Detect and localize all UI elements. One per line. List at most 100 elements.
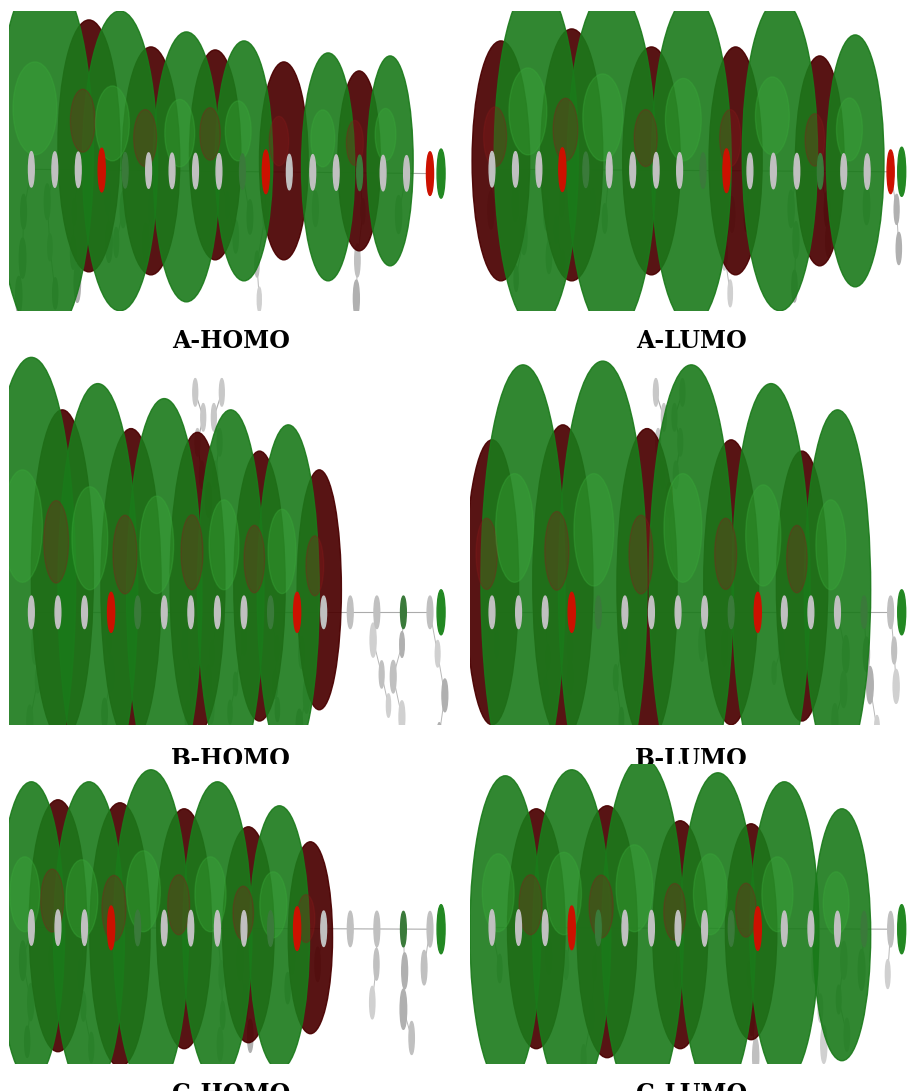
Circle shape bbox=[135, 910, 140, 946]
Ellipse shape bbox=[113, 515, 137, 594]
Circle shape bbox=[590, 189, 596, 220]
Ellipse shape bbox=[58, 384, 137, 796]
Circle shape bbox=[257, 287, 261, 312]
Ellipse shape bbox=[715, 518, 737, 589]
Circle shape bbox=[808, 596, 814, 628]
Circle shape bbox=[729, 196, 735, 232]
Circle shape bbox=[427, 596, 432, 628]
Ellipse shape bbox=[200, 108, 220, 160]
Ellipse shape bbox=[70, 89, 95, 152]
Circle shape bbox=[794, 154, 799, 189]
Circle shape bbox=[143, 224, 149, 262]
Circle shape bbox=[396, 195, 402, 233]
Circle shape bbox=[885, 960, 890, 988]
Ellipse shape bbox=[482, 854, 514, 932]
Ellipse shape bbox=[157, 808, 212, 1048]
Circle shape bbox=[808, 911, 814, 947]
Ellipse shape bbox=[470, 776, 540, 1088]
Ellipse shape bbox=[268, 509, 296, 594]
Circle shape bbox=[35, 667, 40, 693]
Circle shape bbox=[374, 911, 380, 947]
Circle shape bbox=[247, 200, 253, 235]
Circle shape bbox=[182, 626, 188, 660]
Circle shape bbox=[348, 911, 353, 947]
Ellipse shape bbox=[693, 854, 727, 935]
Ellipse shape bbox=[10, 856, 40, 932]
Ellipse shape bbox=[796, 56, 845, 266]
Ellipse shape bbox=[260, 872, 287, 938]
Circle shape bbox=[782, 596, 787, 628]
Circle shape bbox=[248, 1019, 253, 1053]
Circle shape bbox=[81, 992, 86, 1021]
Circle shape bbox=[875, 716, 880, 742]
Circle shape bbox=[442, 679, 448, 711]
Circle shape bbox=[421, 950, 427, 985]
Circle shape bbox=[747, 961, 751, 987]
Circle shape bbox=[310, 155, 315, 190]
Circle shape bbox=[513, 152, 518, 187]
Circle shape bbox=[754, 907, 762, 950]
Circle shape bbox=[242, 625, 247, 656]
Ellipse shape bbox=[195, 856, 226, 932]
Circle shape bbox=[630, 153, 635, 188]
Circle shape bbox=[220, 1002, 225, 1030]
Ellipse shape bbox=[732, 384, 810, 789]
Ellipse shape bbox=[622, 47, 680, 275]
Circle shape bbox=[898, 147, 905, 196]
Ellipse shape bbox=[153, 32, 219, 302]
Circle shape bbox=[70, 236, 76, 269]
Circle shape bbox=[219, 961, 224, 990]
Circle shape bbox=[560, 187, 564, 217]
Circle shape bbox=[225, 191, 230, 218]
Circle shape bbox=[596, 910, 601, 946]
Circle shape bbox=[843, 636, 849, 673]
Circle shape bbox=[673, 461, 679, 489]
Text: B-HOMO: B-HOMO bbox=[171, 747, 290, 771]
Ellipse shape bbox=[0, 358, 76, 807]
Text: B-LUMO: B-LUMO bbox=[635, 747, 748, 771]
Circle shape bbox=[818, 154, 823, 189]
Circle shape bbox=[858, 949, 865, 991]
Circle shape bbox=[490, 596, 495, 628]
Circle shape bbox=[672, 404, 677, 431]
Circle shape bbox=[120, 192, 126, 228]
Circle shape bbox=[334, 155, 339, 190]
Circle shape bbox=[353, 280, 360, 316]
Circle shape bbox=[437, 722, 442, 746]
Circle shape bbox=[728, 280, 732, 307]
Circle shape bbox=[321, 911, 326, 947]
Ellipse shape bbox=[197, 410, 264, 770]
Ellipse shape bbox=[519, 875, 542, 935]
Circle shape bbox=[700, 153, 706, 189]
Circle shape bbox=[656, 429, 660, 456]
Ellipse shape bbox=[573, 473, 614, 586]
Circle shape bbox=[370, 986, 375, 1019]
Circle shape bbox=[648, 596, 655, 628]
Circle shape bbox=[654, 153, 659, 188]
Circle shape bbox=[788, 190, 794, 228]
Circle shape bbox=[863, 637, 869, 671]
Circle shape bbox=[435, 640, 440, 667]
Ellipse shape bbox=[301, 52, 355, 280]
Circle shape bbox=[812, 945, 818, 984]
Circle shape bbox=[379, 661, 384, 688]
Ellipse shape bbox=[567, 0, 656, 335]
Circle shape bbox=[490, 910, 495, 945]
Circle shape bbox=[747, 153, 753, 189]
Text: A-LUMO: A-LUMO bbox=[636, 328, 747, 352]
Circle shape bbox=[675, 911, 681, 946]
Circle shape bbox=[607, 153, 612, 188]
Ellipse shape bbox=[168, 875, 190, 935]
Ellipse shape bbox=[134, 109, 157, 167]
Ellipse shape bbox=[720, 109, 741, 167]
Circle shape bbox=[494, 631, 499, 658]
Text: C-LUMO: C-LUMO bbox=[636, 1081, 747, 1091]
Ellipse shape bbox=[629, 515, 653, 594]
Circle shape bbox=[728, 596, 734, 628]
Circle shape bbox=[72, 199, 77, 226]
Circle shape bbox=[744, 204, 749, 231]
Circle shape bbox=[207, 487, 211, 514]
Ellipse shape bbox=[122, 47, 180, 275]
Ellipse shape bbox=[545, 512, 569, 590]
Ellipse shape bbox=[533, 424, 593, 740]
